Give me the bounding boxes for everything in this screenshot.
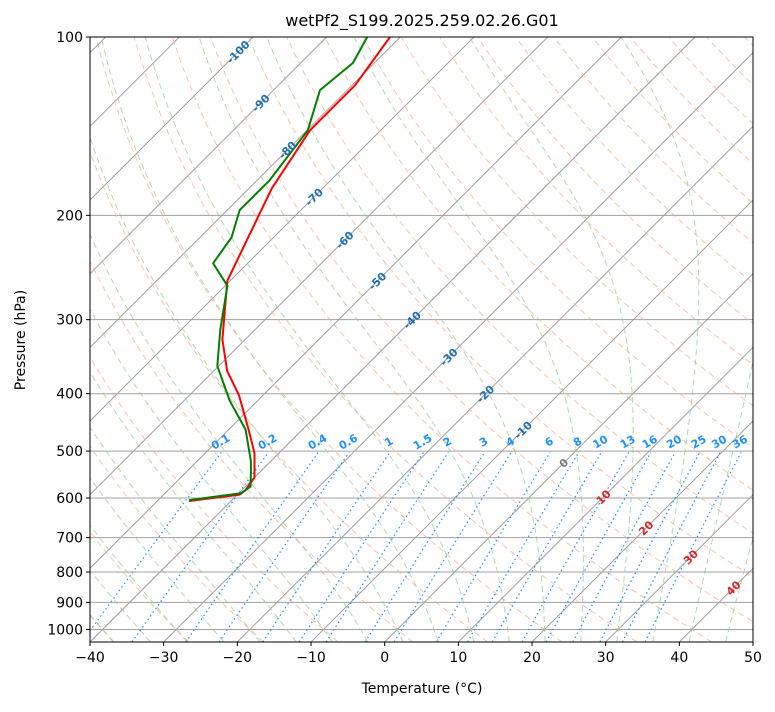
y-tick-label: 400: [56, 387, 83, 403]
dry-adiabat: [516, 38, 775, 642]
mixing-ratio-line: [365, 452, 484, 642]
isotherm-line: [0, 37, 327, 642]
x-tick-label: −40: [75, 650, 105, 666]
mixing-ratio-label: 16: [640, 432, 660, 451]
isotherm-line: [90, 37, 695, 642]
mixing-ratio-line: [573, 452, 675, 642]
x-tick-label: 10: [449, 650, 467, 666]
x-tick-label: 40: [670, 650, 688, 666]
x-tick-label: 20: [523, 650, 541, 666]
chart-title: wetPf2_S199.2025.259.02.26.G01: [285, 11, 559, 31]
moist-adiabat: [726, 37, 775, 642]
y-tick-label: 1000: [47, 622, 83, 638]
y-tick-label: 200: [56, 208, 83, 224]
isotherm-line: [0, 37, 400, 642]
mixing-ratio-line: [546, 452, 651, 642]
mixing-ratio-label: 30: [709, 432, 729, 451]
mixing-ratio-line: [492, 452, 601, 642]
isotherm-label: -80: [276, 138, 299, 161]
dry-adiabat: [440, 38, 775, 642]
x-tick-label: −10: [296, 650, 326, 666]
isotherm-line: [385, 37, 775, 642]
x-tick-label: 50: [744, 650, 762, 666]
mixing-ratio-label: 10: [591, 432, 611, 451]
y-tick-label: 300: [56, 313, 83, 329]
x-tick-label: −20: [223, 650, 253, 666]
isotherm-line: [0, 37, 253, 642]
isotherm-line: [0, 37, 474, 642]
y-tick-label: 900: [56, 595, 83, 611]
y-tick-label: 800: [56, 565, 83, 581]
dry-adiabat: [20, 38, 413, 642]
y-tick-label: 700: [56, 531, 83, 547]
mixing-ratio-label: 8: [571, 435, 584, 450]
moist-adiabat: [689, 37, 775, 642]
mixing-ratio-label: 3: [477, 435, 490, 450]
dry-adiabat: [669, 38, 775, 642]
dry-adiabat: [0, 38, 264, 642]
moist-adiabat: [470, 37, 634, 642]
mixing-ratio-line: [622, 452, 720, 642]
isotherm-line: [753, 37, 775, 642]
dry-adiabat: [0, 38, 338, 642]
x-tick-label: 0: [380, 650, 389, 666]
mixing-ratio-label: 1: [382, 435, 395, 450]
isotherm-line: [458, 37, 775, 642]
mixing-ratio-label: 20: [664, 432, 684, 451]
dry-adiabat: [58, 38, 488, 642]
mixing-ratio-label: 0.1: [209, 432, 232, 453]
isotherm-label: -100: [224, 38, 253, 67]
mixing-ratio-label: 1.5: [411, 432, 434, 453]
mixing-ratio-label: 6: [543, 434, 556, 449]
moist-adiabat: [0, 37, 76, 642]
dry-adiabat: [593, 38, 775, 642]
x-axis-label: Temperature (°C): [361, 681, 483, 697]
moist-adiabat: [64, 37, 403, 642]
y-tick-label: 600: [56, 491, 83, 507]
dry-adiabat: [554, 38, 775, 642]
moist-adiabat: [0, 37, 260, 642]
moist-adiabat: [0, 37, 296, 642]
moist-adiabat: [101, 37, 438, 642]
mixing-ratio-line: [219, 452, 349, 642]
mixing-ratio-line: [82, 452, 222, 642]
y-tick-label: 100: [56, 30, 83, 46]
y-axis-label: Pressure (hPa): [13, 290, 29, 390]
mixing-ratio-line: [299, 452, 423, 642]
dry-adiabat: [134, 38, 637, 642]
temperature-profile-line: [189, 37, 390, 501]
isotherm-line: [164, 37, 769, 642]
x-tick-label: −30: [149, 650, 179, 666]
plot-area: [0, 37, 775, 642]
dry-adiabat: [707, 38, 775, 642]
isotherm-line: [16, 37, 621, 642]
mixing-ratio-label: 13: [618, 433, 638, 452]
moist-adiabat: [5, 37, 332, 642]
mixing-ratio-line: [132, 452, 268, 642]
moist-adiabat: [33, 37, 368, 642]
mixing-ratio-label: 36: [730, 432, 750, 451]
dry-adiabat: [287, 38, 775, 642]
mixing-ratio-label: 25: [689, 433, 709, 452]
x-tick-label: 30: [597, 650, 615, 666]
mixing-ratio-line: [326, 452, 448, 642]
y-tick-label: 500: [56, 444, 83, 460]
isotherm-line: [532, 37, 775, 642]
